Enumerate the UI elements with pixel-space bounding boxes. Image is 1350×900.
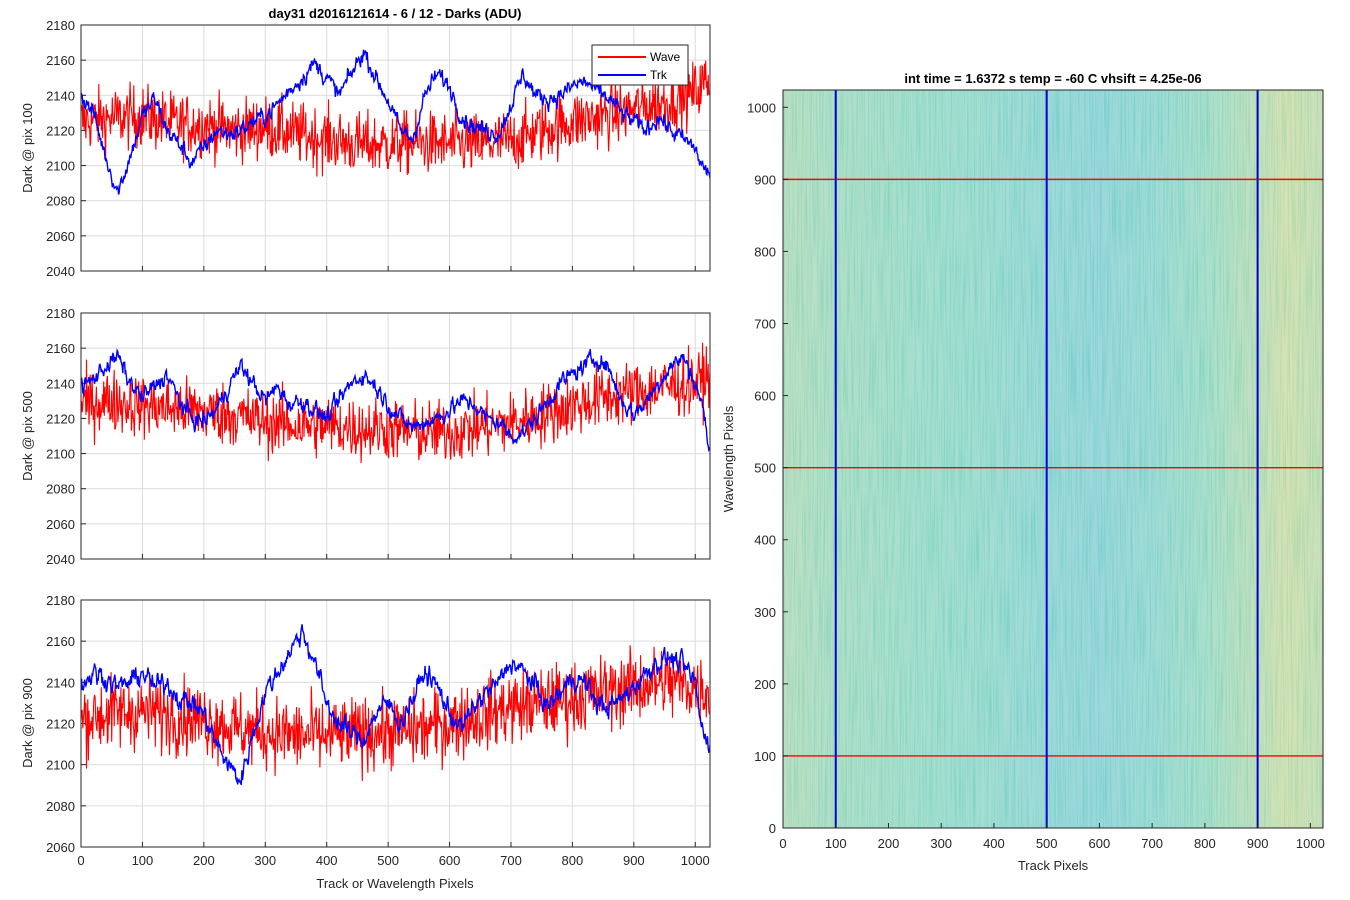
series-group-1 <box>81 49 710 195</box>
y-tick-label-3-5: 2160 <box>46 634 75 649</box>
heatmap-xticks: 0 100 200 300 400 500 600 700 800 900 1000 <box>779 823 1325 851</box>
yticks-1: 2040 2060 2080 2100 2120 2140 2160 2180 <box>46 18 75 279</box>
heatmap-ylabel: Wavelength Pixels <box>721 405 736 512</box>
y-tick-label-2-5: 2140 <box>46 376 75 391</box>
x-tick-label-3-5: 500 <box>377 853 399 868</box>
heatmap-y-tick-label-0: 0 <box>769 821 776 836</box>
heatmap-y-tick-label-6: 600 <box>754 389 776 404</box>
x-tick-label-3-8: 800 <box>562 853 584 868</box>
heatmap-markers <box>783 90 1323 828</box>
line-panel-2: 2040 2060 2080 2100 2120 2140 2160 2180 Dark @ … <box>20 306 711 567</box>
line-panel-3: 2060 2080 2100 2120 2140 2160 2180 0 100 200 300 4… <box>20 593 711 891</box>
x-tick-label-3-2: 200 <box>193 853 215 868</box>
xlabel-3: Track or Wavelength Pixels <box>316 876 474 891</box>
y-tick-label-3-1: 2080 <box>46 799 75 814</box>
series-wave-2 <box>81 342 710 464</box>
heatmap-y-tick-label-9: 900 <box>754 172 776 187</box>
y-tick-label-2-4: 2120 <box>46 411 75 426</box>
series-wave-1 <box>81 60 710 177</box>
y-tick-label-1-2: 2080 <box>46 194 75 209</box>
heatmap-y-tick-label-3: 300 <box>754 605 776 620</box>
y-tick-label-3-2: 2100 <box>46 758 75 773</box>
y-tick-label-1-3: 2100 <box>46 159 75 174</box>
y-tick-label-2-0: 2040 <box>46 552 75 567</box>
x-tick-label-3-3: 300 <box>254 853 276 868</box>
plot-area-2 <box>81 313 710 559</box>
series-wave-3 <box>81 645 710 782</box>
series-trk-3 <box>81 624 710 786</box>
x-tick-label-3-4: 400 <box>316 853 338 868</box>
heatmap-x-tick-label-4: 400 <box>983 836 1005 851</box>
heatmap-texture <box>783 90 1323 828</box>
x-tick-label-3-0: 0 <box>77 853 84 868</box>
heatmap-x-tick-label-7: 700 <box>1141 836 1163 851</box>
ylabel-1: Dark @ pix 100 <box>20 103 35 193</box>
x-tick-label-3-6: 600 <box>439 853 461 868</box>
heatmap-x-tick-label-0: 0 <box>779 836 786 851</box>
y-tick-label-1-1: 2060 <box>46 229 75 244</box>
yticks-2: 2040 2060 2080 2100 2120 2140 2160 2180 <box>46 306 75 567</box>
x-tick-label-3-10: 1000 <box>681 853 710 868</box>
heatmap-x-tick-label-9: 900 <box>1247 836 1269 851</box>
heatmap-x-tick-label-8: 800 <box>1194 836 1216 851</box>
yticks-3: 2060 2080 2100 2120 2140 2160 2180 <box>46 593 75 855</box>
y-tick-label-3-4: 2140 <box>46 675 75 690</box>
x-tick-label-3-1: 100 <box>132 853 154 868</box>
x-tick-label-3-7: 700 <box>500 853 522 868</box>
heatmap-x-tick-label-6: 600 <box>1089 836 1111 851</box>
y-tick-label-3-0: 2060 <box>46 840 75 855</box>
heatmap-title: int time = 1.6372 s temp = -60 C vhsift … <box>904 71 1201 86</box>
y-tick-label-1-0: 2040 <box>46 264 75 279</box>
y-tick-label-1-5: 2140 <box>46 88 75 103</box>
axes-box-3 <box>80 599 711 848</box>
heatmap-xlabel: Track Pixels <box>1018 858 1089 873</box>
ylabel-3: Dark @ pix 900 <box>20 678 35 768</box>
heatmap-x-tick-label-2: 200 <box>878 836 900 851</box>
y-tick-label-2-1: 2060 <box>46 517 75 532</box>
axes-box-1 <box>80 24 711 272</box>
y-tick-label-2-3: 2100 <box>46 447 75 462</box>
heatmap-y-tick-label-5: 500 <box>754 461 776 476</box>
y-tick-label-1-7: 2180 <box>46 18 75 33</box>
y-tick-label-3-3: 2120 <box>46 717 75 732</box>
y-tick-label-1-6: 2160 <box>46 53 75 68</box>
heatmap-y-tick-label-8: 800 <box>754 244 776 259</box>
y-tick-label-1-4: 2120 <box>46 123 75 138</box>
y-tick-label-3-6: 2180 <box>46 593 75 608</box>
heatmap-y-tick-label-4: 400 <box>754 533 776 548</box>
y-tick-label-2-7: 2180 <box>46 306 75 321</box>
series-group-2 <box>81 342 710 464</box>
xticks-3: 0 100 200 300 400 500 600 700 800 900 1000 <box>77 853 709 868</box>
series-group-3 <box>81 624 710 786</box>
heatmap-panel: 0 100 200 300 400 500 600 700 800 900 1000 0 100 200… <box>721 71 1325 873</box>
heatmap-y-tick-label-1: 100 <box>754 749 776 764</box>
heatmap-y-tick-label-2: 200 <box>754 677 776 692</box>
heatmap-x-tick-label-3: 300 <box>930 836 952 851</box>
heatmap-y-tick-label-7: 700 <box>754 317 776 332</box>
heatmap-axes-box <box>782 89 1324 829</box>
legend-label-wave: Wave <box>650 50 681 64</box>
series-trk-2 <box>81 348 710 453</box>
axes-box-2 <box>80 312 711 560</box>
heatmap-x-tick-label-10: 1000 <box>1296 836 1325 851</box>
heatmap-x-tick-label-5: 500 <box>1036 836 1058 851</box>
legend-label-trk: Trk <box>650 68 668 82</box>
heatmap-y-tick-label-10: 1000 <box>747 100 776 115</box>
heatmap-x-tick-label-1: 100 <box>825 836 847 851</box>
y-tick-label-2-2: 2080 <box>46 482 75 497</box>
series-trk-1 <box>81 49 710 195</box>
y-tick-label-2-6: 2160 <box>46 341 75 356</box>
line-panel-1: 2040 2060 2080 2100 2120 2140 2160 2180 day31 d… <box>20 6 711 279</box>
legend: Wave Trk <box>591 44 689 86</box>
heatmap-yticks: 0 100 200 300 400 500 600 700 800 900 1000 <box>747 100 788 836</box>
x-tick-label-3-9: 900 <box>623 853 645 868</box>
chart-title-1: day31 d2016121614 - 6 / 12 - Darks (ADU) <box>269 6 522 21</box>
legend-box <box>591 44 689 86</box>
ylabel-2: Dark @ pix 500 <box>20 391 35 481</box>
